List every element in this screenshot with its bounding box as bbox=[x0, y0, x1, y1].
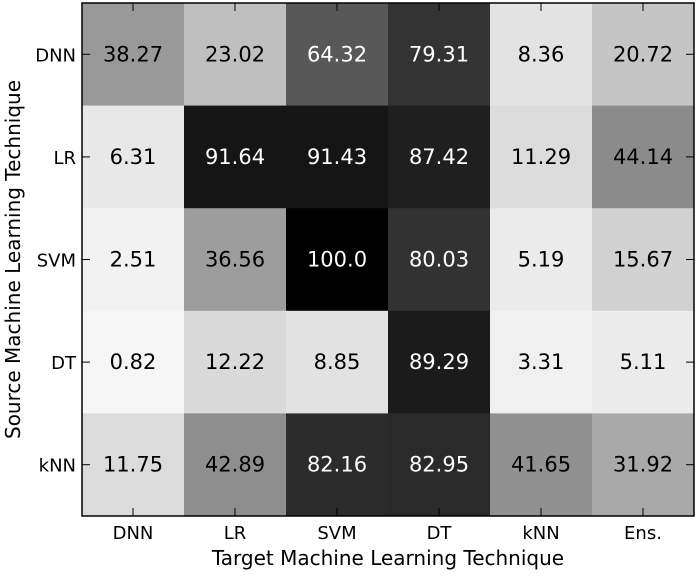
heatmap-cell-value: 41.65 bbox=[511, 453, 571, 477]
x-tick-label: DT bbox=[427, 523, 453, 544]
heatmap-cell-value: 11.29 bbox=[511, 145, 571, 169]
heatmap-cell bbox=[286, 413, 389, 517]
heatmap-cell-value: 6.31 bbox=[110, 145, 157, 169]
heatmap-cell-value: 44.14 bbox=[613, 145, 673, 169]
x-tick-label: Ens. bbox=[624, 523, 662, 544]
heatmap-cell-value: 82.95 bbox=[409, 453, 469, 477]
heatmap-cell-value: 31.92 bbox=[613, 453, 673, 477]
x-tick-label: LR bbox=[224, 523, 247, 544]
heatmap-cell bbox=[388, 105, 491, 209]
heatmap-cell bbox=[592, 105, 695, 209]
heatmap-cell bbox=[82, 3, 185, 107]
heatmap-cell bbox=[82, 310, 185, 414]
heatmap-cell-value: 11.75 bbox=[103, 453, 163, 477]
heatmap-cell bbox=[82, 208, 185, 312]
heatmap-cell-value: 64.32 bbox=[307, 42, 367, 66]
heatmap-cell-value: 36.56 bbox=[205, 248, 265, 272]
heatmap-cell bbox=[286, 208, 389, 312]
y-axis-ticks: DNN LR SVM DT kNN bbox=[35, 45, 694, 477]
heatmap-cell bbox=[592, 3, 695, 107]
heatmap-cell bbox=[592, 413, 695, 517]
heatmap-cell bbox=[286, 310, 389, 414]
heatmap-cell bbox=[82, 105, 185, 209]
heatmap-cell-value: 8.36 bbox=[518, 42, 565, 66]
y-tick-label: DNN bbox=[35, 45, 76, 66]
x-tick-label: kNN bbox=[522, 523, 559, 544]
heatmap-cell-value: 5.19 bbox=[518, 248, 565, 272]
heatmap-cell bbox=[184, 310, 287, 414]
heatmap-cell bbox=[490, 3, 593, 107]
heatmap-cell bbox=[184, 105, 287, 209]
heatmap-cell bbox=[490, 105, 593, 209]
heatmap-cell bbox=[286, 105, 389, 209]
heatmap-cell-value: 91.43 bbox=[307, 145, 367, 169]
heatmap-cell-value: 79.31 bbox=[409, 42, 469, 66]
heatmap-cell-value: 42.89 bbox=[205, 453, 265, 477]
heatmap-cell-value: 80.03 bbox=[409, 248, 469, 272]
heatmap-cell bbox=[388, 3, 491, 107]
x-axis-ticks: DNN LR SVM DT kNN Ens. bbox=[113, 3, 662, 544]
x-tick-label: SVM bbox=[317, 523, 356, 544]
heatmap-cell bbox=[490, 208, 593, 312]
heatmap-cell-value: 2.51 bbox=[110, 248, 157, 272]
heatmap-cell bbox=[184, 3, 287, 107]
heatmap-cell bbox=[592, 208, 695, 312]
heatmap-cell bbox=[490, 413, 593, 517]
heatmap-cell bbox=[388, 413, 491, 517]
heatmap-value-labels: 38.27 23.02 64.32 79.31 8.36 20.72 6.31 91.64 91… bbox=[103, 42, 673, 476]
x-axis-label: Target Machine Learning Technique bbox=[211, 546, 564, 570]
heatmap-cell-value: 20.72 bbox=[613, 42, 673, 66]
heatmap-cell bbox=[184, 413, 287, 517]
heatmap-cell-value: 12.22 bbox=[205, 350, 265, 374]
y-tick-label: LR bbox=[53, 148, 76, 169]
heatmap-cell bbox=[286, 3, 389, 107]
heatmap-cell-value: 5.11 bbox=[620, 350, 667, 374]
heatmap-cell-value: 0.82 bbox=[110, 350, 157, 374]
heatmap-cells bbox=[82, 3, 695, 517]
heatmap-cell bbox=[388, 310, 491, 414]
heatmap-cell-value: 87.42 bbox=[409, 145, 469, 169]
y-tick-label: DT bbox=[51, 353, 77, 374]
heatmap-cell bbox=[388, 208, 491, 312]
heatmap-cell-value: 23.02 bbox=[205, 42, 265, 66]
heatmap-cell-value: 100.0 bbox=[307, 248, 367, 272]
heatmap-cell-value: 15.67 bbox=[613, 248, 673, 272]
heatmap-cell-value: 38.27 bbox=[103, 42, 163, 66]
heatmap-cell bbox=[82, 413, 185, 517]
x-tick-label: DNN bbox=[113, 523, 154, 544]
y-tick-label: SVM bbox=[37, 251, 76, 272]
heatmap-cell bbox=[184, 208, 287, 312]
y-axis-label: Source Machine Learning Technique bbox=[1, 80, 25, 439]
heatmap-cell-value: 82.16 bbox=[307, 453, 367, 477]
heatmap-cell-value: 3.31 bbox=[518, 350, 565, 374]
heatmap-cell-value: 8.85 bbox=[314, 350, 361, 374]
heatmap-cell-value: 91.64 bbox=[205, 145, 265, 169]
heatmap-cell bbox=[592, 310, 695, 414]
heatmap-cell-value: 89.29 bbox=[409, 350, 469, 374]
heatmap-cell bbox=[490, 310, 593, 414]
y-tick-label: kNN bbox=[39, 456, 76, 477]
